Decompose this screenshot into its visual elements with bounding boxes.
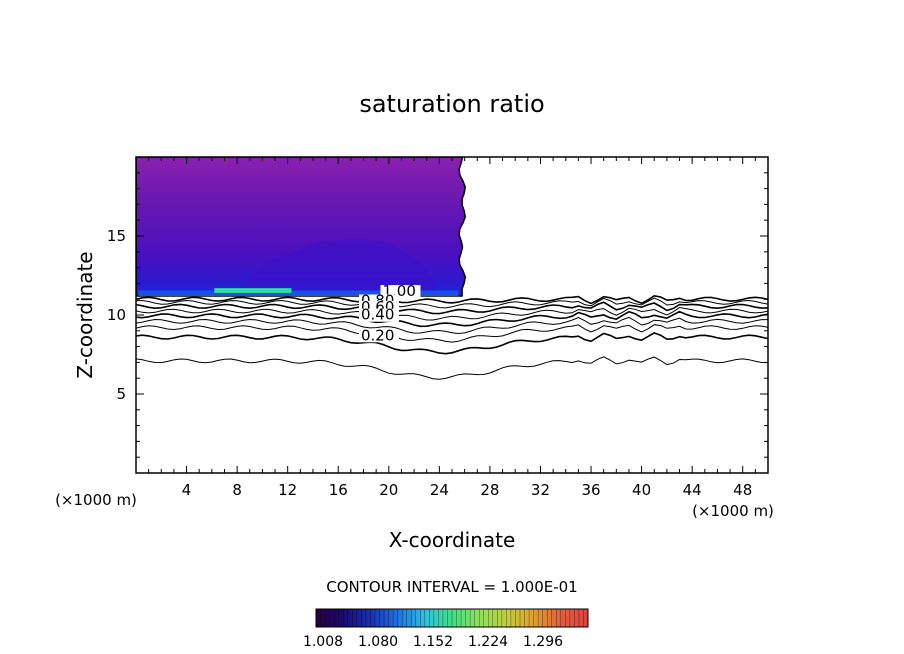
shaded-max-band xyxy=(214,288,292,293)
x-tick-label: 48 xyxy=(733,481,752,499)
contour-label: 0.40 xyxy=(361,306,394,324)
contour-label-bg xyxy=(358,329,399,343)
colorbar-ticks: 1.008 1.080 1.152 1.224 1.296 xyxy=(303,609,584,650)
x-axis-label: X-coordinate xyxy=(389,528,516,552)
colorbar-tick-label: 1.008 xyxy=(303,634,343,650)
x-tick-label: 44 xyxy=(683,481,702,499)
x-tick-label: 24 xyxy=(430,481,449,499)
colorbar-tick-label: 1.152 xyxy=(413,634,453,650)
shaded-base-band xyxy=(138,290,459,297)
y-axis-label: Z-coordinate xyxy=(73,251,97,378)
contour-labels: 1.000.800.600.400.20 xyxy=(358,282,421,344)
x-unit-label-left: (×1000 m) xyxy=(55,491,137,509)
x-tick-label: 12 xyxy=(278,481,297,499)
shaded-core xyxy=(237,238,435,295)
contour-line xyxy=(136,332,768,355)
contour-line xyxy=(136,301,768,315)
x-tick-label: 4 xyxy=(182,481,192,499)
x-tick-label: 28 xyxy=(480,481,499,499)
contour-line xyxy=(136,306,768,321)
contour-line xyxy=(136,297,768,309)
colorbar-tick-label: 1.296 xyxy=(523,634,563,650)
x-tick-label: 36 xyxy=(581,481,600,499)
y-axis-ticks: 5 10 15 xyxy=(107,172,768,458)
chart-title: saturation ratio xyxy=(359,90,544,118)
y-tick-label: 15 xyxy=(107,227,126,245)
x-tick-label: 8 xyxy=(232,481,242,499)
contour-line xyxy=(136,356,768,380)
x-tick-label: 16 xyxy=(329,481,348,499)
contour-lines xyxy=(136,294,768,380)
colorbar-tick-label: 1.224 xyxy=(468,634,508,650)
colorbar-tick-label: 1.080 xyxy=(358,634,398,650)
contour-line xyxy=(136,324,768,343)
y-tick-label: 5 xyxy=(116,385,126,403)
contour-interval-label: CONTOUR INTERVAL = 1.000E-01 xyxy=(326,578,577,596)
contour-line xyxy=(136,294,768,305)
contour-label: 0.20 xyxy=(361,326,394,344)
contour-line xyxy=(136,316,768,335)
y-tick-label: 10 xyxy=(107,306,126,324)
x-tick-label: 32 xyxy=(531,481,550,499)
x-tick-label: 40 xyxy=(632,481,651,499)
contour-label-bg xyxy=(358,308,399,322)
x-axis-ticks: 4 8 12 16 20 24 28 32 36 40 44 48 xyxy=(148,157,756,499)
contour-line xyxy=(136,310,768,328)
x-tick-label: 20 xyxy=(379,481,398,499)
colorbar: 1.008 1.080 1.152 1.224 1.296 xyxy=(303,608,589,650)
x-unit-label-right: (×1000 m) xyxy=(692,502,774,520)
shaded-region xyxy=(136,157,467,297)
